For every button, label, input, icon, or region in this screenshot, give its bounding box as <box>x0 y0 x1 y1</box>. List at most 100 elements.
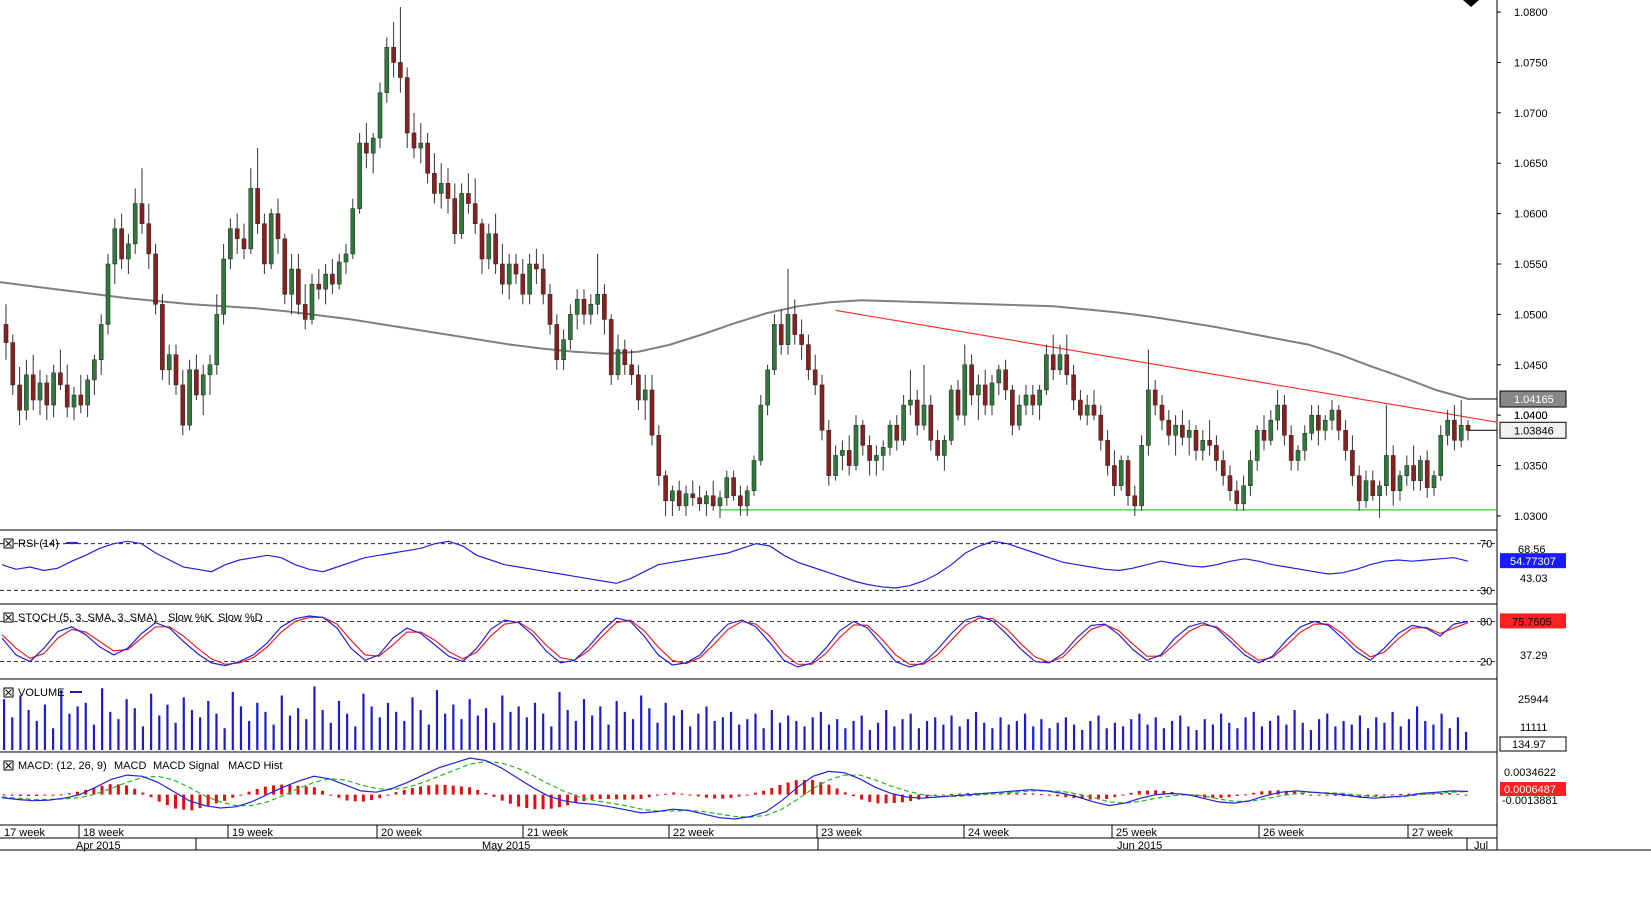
candle-body <box>330 273 335 285</box>
macd-hist-bar <box>1121 794 1125 796</box>
volume-bar <box>640 695 643 750</box>
volume-bar <box>1162 728 1165 750</box>
macd-hist-bar <box>329 794 333 796</box>
volume-bar <box>860 715 863 750</box>
candle-body <box>398 62 403 78</box>
volume-bar <box>1048 728 1051 750</box>
macd-hist-bar <box>1211 794 1215 799</box>
volume-bar <box>370 706 373 750</box>
candle-body <box>826 430 832 476</box>
rsi-axis-label: 68.56 <box>1518 544 1546 556</box>
macd-hist-bar <box>476 789 480 795</box>
candle-body <box>187 369 192 426</box>
macd-hist-bar <box>247 791 251 795</box>
volume-bar <box>974 711 978 750</box>
macd-hist-bar <box>108 784 112 795</box>
volume-bar <box>607 724 610 750</box>
macd-hist-bar <box>149 794 153 798</box>
volume-bar <box>1293 710 1296 750</box>
candle-body <box>302 304 308 320</box>
candle-body <box>112 228 118 265</box>
volume-bar <box>1383 722 1386 750</box>
volume-bar <box>1138 713 1141 750</box>
volume-bar <box>305 719 308 750</box>
volume-bar <box>288 715 292 750</box>
candle-body <box>948 389 954 441</box>
macd-hist-bar <box>378 794 382 799</box>
volume-bar <box>256 702 259 750</box>
macd-hist-bar <box>1194 794 1198 797</box>
macd-hist-bar <box>190 794 194 811</box>
macd-hist-bar <box>941 794 945 796</box>
volume-bar <box>1358 715 1362 750</box>
macd-hist-bar <box>1007 793 1011 795</box>
volume-bar <box>623 711 626 750</box>
macd-hist-bar <box>67 793 71 795</box>
macd-hist-bar <box>1423 793 1427 795</box>
macd-hist-bar <box>141 792 145 795</box>
volume-bar <box>101 688 104 750</box>
volume-bar <box>11 717 14 750</box>
candle-body <box>1350 450 1355 476</box>
volume-bar <box>1228 722 1231 750</box>
volume-bar <box>501 695 504 750</box>
macd-hist-bar <box>557 794 561 808</box>
volume-bar <box>525 717 528 750</box>
candle-body <box>772 324 777 371</box>
volume-bar <box>141 726 145 750</box>
candle-body <box>44 382 50 406</box>
macd-hist-bar <box>664 793 668 795</box>
candle-body <box>942 440 947 456</box>
volume-bar <box>762 728 765 750</box>
macd-hist-bar <box>1260 791 1264 795</box>
volume-bar <box>435 690 439 750</box>
macd-hist-bar <box>590 794 594 800</box>
macd-legend-macd: MACD <box>114 760 146 772</box>
candle-body <box>588 304 594 315</box>
volume-bar <box>876 722 880 750</box>
macd-hist-bar <box>533 794 537 810</box>
volume-bar <box>1121 726 1125 750</box>
candle-body <box>92 359 97 381</box>
macd-hist-bar <box>1431 793 1435 795</box>
volume-bar <box>239 706 243 750</box>
week-label: 27 week <box>1412 827 1453 839</box>
candle-body <box>996 369 1002 384</box>
candle-body <box>479 223 485 260</box>
candle-body <box>71 394 77 408</box>
macd-hist-bar <box>1325 794 1329 796</box>
macd-hist-bar <box>1154 790 1158 795</box>
volume-bar <box>419 710 422 750</box>
macd-hist-bar <box>304 786 308 795</box>
volume-bar <box>1089 720 1092 750</box>
volume-bar <box>321 710 324 750</box>
volume-bar <box>803 726 806 750</box>
candle-body <box>126 243 131 260</box>
candle-body <box>228 228 233 260</box>
candle-body <box>472 203 478 224</box>
macd-hist-bar <box>214 794 218 804</box>
volume-bar <box>272 724 275 750</box>
volume-bar <box>999 717 1002 750</box>
candle-body <box>1424 460 1430 488</box>
macd-hist-bar <box>819 782 823 795</box>
volume-bar <box>885 710 888 750</box>
scroll-arrow-icon[interactable] <box>1463 0 1479 7</box>
volume-bar <box>1236 728 1239 750</box>
volume-bar <box>297 708 300 750</box>
macd-hist-bar <box>288 784 292 795</box>
candle-body <box>289 268 294 295</box>
volume-bar <box>150 693 153 750</box>
volume-bar <box>1064 717 1067 750</box>
candle-body <box>1180 424 1185 438</box>
macd-hist-bar <box>1039 794 1043 796</box>
macd-hist-bar <box>165 794 169 806</box>
candle-body <box>1125 460 1131 497</box>
candle-body <box>1146 389 1151 446</box>
candle-body <box>554 324 560 360</box>
candle-body <box>1152 389 1158 406</box>
candle-body <box>343 253 349 263</box>
macd-hist-bar <box>43 794 47 796</box>
candle-body <box>207 364 213 376</box>
volume-bar <box>182 697 185 750</box>
